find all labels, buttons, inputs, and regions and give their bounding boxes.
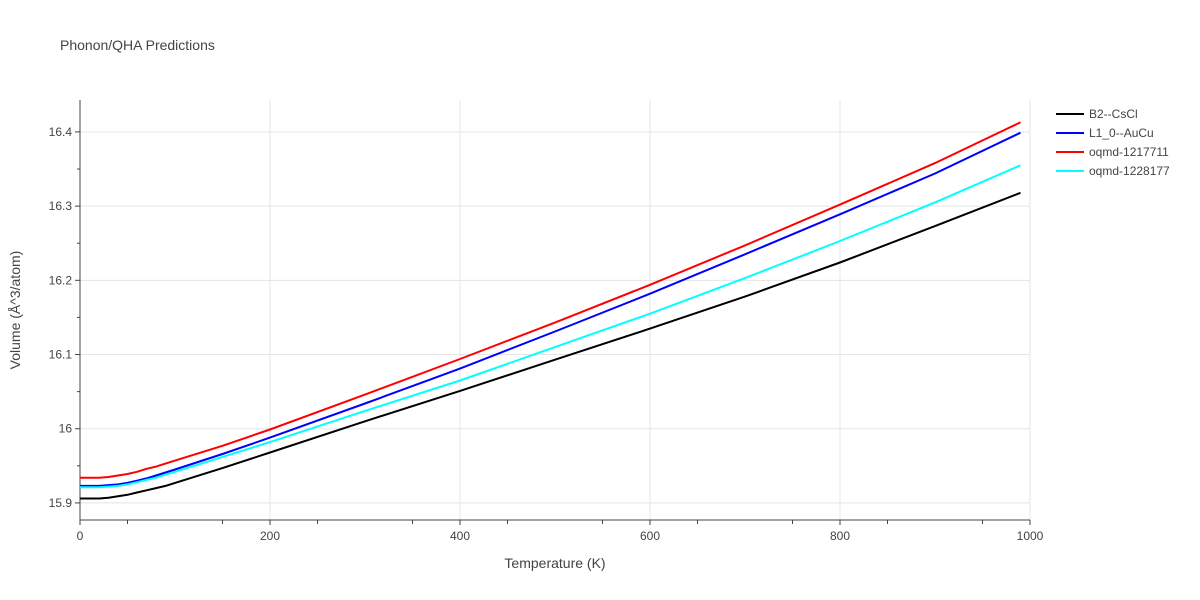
legend-label: L1_0--AuCu — [1089, 126, 1154, 140]
series-line-oqmd-1217711[interactable] — [80, 121, 1021, 479]
axes — [75, 100, 1031, 525]
y-tick-label: 16.3 — [49, 199, 73, 213]
x-axis-title: Temperature (K) — [504, 555, 605, 571]
series-lines[interactable] — [80, 121, 1021, 500]
x-tick-label: 600 — [640, 529, 660, 543]
x-tick-label: 1000 — [1017, 529, 1044, 543]
y-tick-label: 16.4 — [49, 125, 73, 139]
gridlines — [80, 100, 1031, 520]
series-line-B2--CsCl[interactable] — [80, 191, 1021, 500]
series-line-oqmd-1228177[interactable] — [80, 164, 1021, 489]
x-tick-label: 400 — [450, 529, 470, 543]
y-tick-label: 16.2 — [49, 273, 73, 287]
legend-item[interactable]: B2--CsCl — [1056, 107, 1138, 121]
legend-item[interactable]: oqmd-1228177 — [1056, 164, 1170, 178]
x-tick-label: 0 — [77, 529, 84, 543]
legend-item[interactable]: oqmd-1217711 — [1056, 145, 1169, 159]
legend-label: B2--CsCl — [1089, 107, 1138, 121]
chart-title: Phonon/QHA Predictions — [60, 37, 215, 53]
y-axis-title: Volume (Å^3/atom) — [7, 251, 23, 370]
series-line-L1_0--AuCu[interactable] — [80, 131, 1021, 487]
x-tick-label: 200 — [260, 529, 280, 543]
legend-label: oqmd-1217711 — [1089, 145, 1169, 159]
x-tick-label: 800 — [830, 529, 850, 543]
y-tick-label: 15.9 — [49, 496, 73, 510]
y-tick-label: 16.1 — [49, 348, 73, 362]
legend-label: oqmd-1228177 — [1089, 164, 1170, 178]
tick-labels: 0 200 400 600 800 1000 15.9 16 16.1 16.2 16.3 16.4 — [49, 125, 1044, 543]
y-tick-label: 16 — [59, 422, 73, 436]
legend[interactable]: B2--CsCl L1_0--AuCu oqmd-1217711 oqmd-12281… — [1056, 107, 1170, 178]
legend-item[interactable]: L1_0--AuCu — [1056, 126, 1154, 140]
